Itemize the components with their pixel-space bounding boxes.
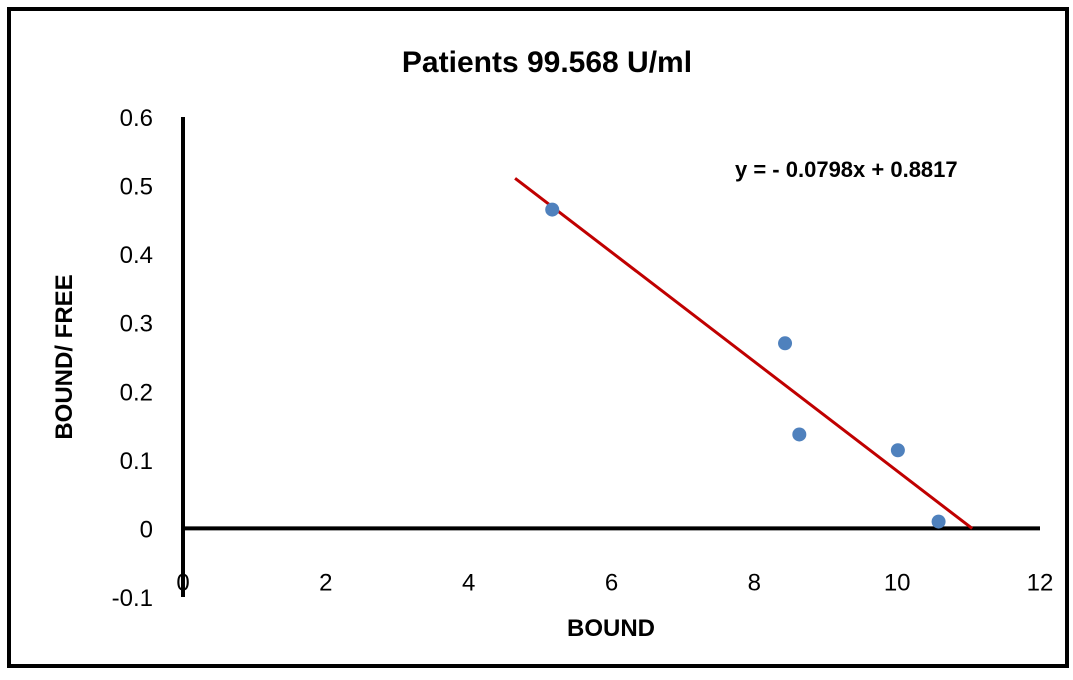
- x-tick-label: 2: [319, 569, 332, 596]
- y-tick-label: 0.4: [120, 242, 153, 269]
- y-tick-labels: -0.1 0 0.1 0.2 0.3 0.4 0.5 0.6: [112, 105, 153, 612]
- x-tick-label: 6: [605, 569, 618, 596]
- y-tick-label: 0.6: [120, 105, 153, 132]
- y-tick-label: 0.2: [120, 379, 153, 406]
- x-tick-label: 10: [884, 569, 911, 596]
- trendline: [514, 177, 974, 530]
- data-points: [545, 202, 946, 529]
- x-axis-label: BOUND: [567, 615, 655, 642]
- x-tick-label: 8: [748, 569, 761, 596]
- data-point: [890, 443, 905, 458]
- y-tick-label: 0.5: [120, 174, 153, 201]
- chart-border: [7, 7, 1069, 668]
- y-tick-label: 0.3: [120, 311, 153, 338]
- data-point: [792, 427, 807, 442]
- y-axis-label: BOUND/ FREE: [51, 274, 78, 439]
- x-tick-label: 4: [462, 569, 475, 596]
- x-tick-labels: 024681012: [176, 569, 1053, 596]
- y-tick-label: -0.1: [112, 585, 153, 612]
- y-tick-label: 0.1: [120, 448, 153, 475]
- y-tick-label: 0: [140, 516, 153, 543]
- chart-title: Patients 99.568 U/ml: [402, 46, 692, 79]
- data-point: [931, 514, 946, 529]
- data-point: [545, 202, 560, 217]
- x-tick-label: 12: [1027, 569, 1054, 596]
- trendline-equation: y = - 0.0798x + 0.8817: [735, 157, 958, 182]
- data-point: [778, 336, 793, 351]
